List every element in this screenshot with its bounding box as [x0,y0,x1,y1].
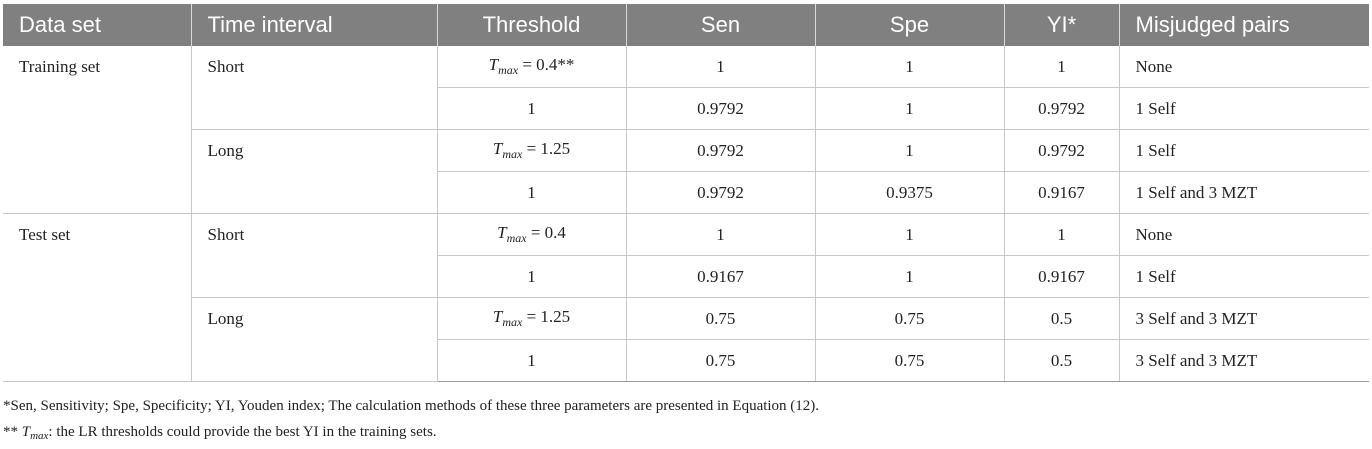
threshold-cell: 1 [437,255,627,298]
time-interval-cell: Long [191,297,438,382]
threshold-symbol: T [492,307,503,326]
threshold-value: = 1.25 [522,307,571,326]
footnote-2-text: : the LR thresholds could provide the be… [48,424,437,440]
table-header: Data set Time interval Threshold Sen Spe… [3,4,1369,46]
results-table: Data set Time interval Threshold Sen Spe… [3,4,1369,382]
yi-cell: 0.5 [1004,339,1120,382]
misjudged-cell: None [1119,213,1369,256]
threshold-cell: 1 [437,171,627,214]
threshold-symbol: T [492,139,503,158]
spe-cell: 1 [815,46,1005,88]
threshold-subscript: max [502,315,523,329]
sen-cell: 0.75 [626,339,816,382]
header-threshold: Threshold [437,4,627,46]
yi-cell: 0.9167 [1004,255,1120,298]
table-row: Training set Short Tmax = 0.4** 1 1 1 No… [3,46,1369,214]
misjudged-cell: 1 Self [1119,255,1369,298]
threshold-subscript: max [502,147,523,161]
header-time-interval: Time interval [191,4,438,46]
yi-cell: 0.9792 [1004,129,1120,172]
table-row: Long Tmax = 1.25 0.9792 1 0.9792 1 Self [3,129,1369,214]
sen-cell: 0.9792 [626,171,816,214]
spe-cell: 1 [815,129,1005,172]
data-set-cell: Test set [3,213,192,382]
threshold-symbol: T [488,55,499,74]
table-row: Long Tmax = 1.25 0.75 0.75 0.5 3 Self an… [3,297,1369,382]
threshold-cell: Tmax = 0.4** [437,46,627,88]
footnote-2-symbol: T [21,424,31,440]
sen-cell: 1 [626,213,816,256]
threshold-cell: Tmax = 1.25 [437,129,627,172]
threshold-value: = 0.4** [518,55,575,74]
misjudged-cell: 1 Self [1119,129,1369,172]
sen-cell: 0.9792 [626,87,816,130]
threshold-cell: 1 [437,339,627,382]
spe-cell: 1 [815,87,1005,130]
sen-cell: 0.9792 [626,129,816,172]
misjudged-cell: None [1119,46,1369,88]
table-row: Test set Short Tmax = 0.4 1 1 1 None [3,213,1369,382]
spe-cell: 0.75 [815,339,1005,382]
misjudged-cell: 3 Self and 3 MZT [1119,339,1369,382]
spe-cell: 1 [815,213,1005,256]
threshold-value: = 1.25 [522,139,571,158]
footnote-2-subscript: max [30,430,49,442]
time-interval-cell: Short [191,213,438,298]
footnote-2-marker: ** [3,424,22,440]
threshold-subscript: max [506,231,527,245]
sen-cell: 1 [626,46,816,88]
yi-cell: 0.9792 [1004,87,1120,130]
threshold-cell: Tmax = 1.25 [437,297,627,340]
table-body: Training set Short Tmax = 0.4** 1 1 1 No… [3,46,1369,382]
header-sen: Sen [626,4,816,46]
header-yi: YI* [1004,4,1120,46]
table-row: 1 0.75 0.75 0.5 3 Self and 3 MZT [3,339,1369,382]
time-interval-cell: Long [191,129,438,214]
header-data-set: Data set [3,4,192,46]
footnote-1: *Sen, Sensitivity; Spe, Specificity; YI,… [3,398,820,414]
yi-cell: 1 [1004,213,1120,256]
threshold-subscript: max [498,63,519,77]
misjudged-cell: 1 Self [1119,87,1369,130]
spe-cell: 0.9375 [815,171,1005,214]
data-set-cell: Training set [3,46,192,214]
yi-cell: 1 [1004,46,1120,88]
table-row: 1 0.9167 1 0.9167 1 Self [3,255,1369,298]
threshold-cell: 1 [437,87,627,130]
header-row: Data set Time interval Threshold Sen Spe… [3,4,1369,46]
threshold-symbol: T [497,223,507,242]
threshold-cell: Tmax = 0.4 [437,213,627,256]
threshold-value: = 0.4 [526,223,566,242]
footnotes: *Sen, Sensitivity; Spe, Specificity; YI,… [3,393,819,449]
table-row: 1 0.9792 0.9375 0.9167 1 Self and 3 MZT [3,171,1369,214]
misjudged-cell: 1 Self and 3 MZT [1119,171,1369,214]
yi-cell: 0.9167 [1004,171,1120,214]
spe-cell: 0.75 [815,297,1005,340]
yi-cell: 0.5 [1004,297,1120,340]
misjudged-cell: 3 Self and 3 MZT [1119,297,1369,340]
header-misjudged-pairs: Misjudged pairs [1119,4,1369,46]
header-spe: Spe [815,4,1005,46]
sen-cell: 0.9167 [626,255,816,298]
footnote-2: ** Tmax: the LR thresholds could provide… [3,419,819,449]
spe-cell: 1 [815,255,1005,298]
table-row: 1 0.9792 1 0.9792 1 Self [3,87,1369,130]
time-interval-cell: Short [191,46,438,130]
sen-cell: 0.75 [626,297,816,340]
